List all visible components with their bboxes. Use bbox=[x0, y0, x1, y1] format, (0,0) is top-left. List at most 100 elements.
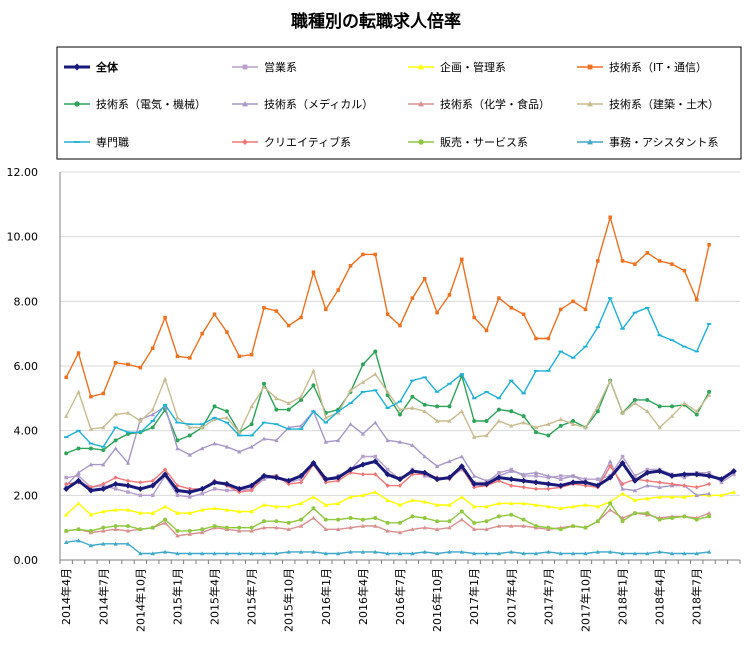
data-point bbox=[410, 405, 415, 410]
legend-label: 技術系（IT・通信） bbox=[609, 61, 707, 74]
data-point bbox=[237, 551, 242, 556]
data-point bbox=[348, 422, 353, 426]
data-point bbox=[373, 349, 378, 354]
x-tick-label: 2018年7月 bbox=[690, 568, 704, 625]
data-point bbox=[336, 288, 340, 292]
data-point bbox=[521, 501, 526, 506]
x-tick-label: 2016年4月 bbox=[356, 568, 370, 625]
data-point bbox=[484, 478, 489, 483]
data-point bbox=[471, 504, 477, 509]
data-point bbox=[595, 409, 600, 414]
data-point bbox=[285, 477, 292, 484]
data-point bbox=[373, 549, 378, 554]
data-point bbox=[212, 441, 217, 446]
data-point bbox=[422, 549, 427, 554]
data-point bbox=[89, 394, 93, 399]
data-point bbox=[533, 369, 539, 372]
data-point bbox=[223, 481, 230, 488]
data-point bbox=[88, 442, 94, 445]
data-point bbox=[286, 400, 291, 405]
data-point bbox=[706, 549, 712, 554]
data-point bbox=[385, 520, 390, 525]
data-point bbox=[520, 477, 527, 484]
data-point bbox=[533, 479, 539, 486]
data-point bbox=[76, 501, 81, 506]
data-point bbox=[571, 418, 576, 423]
data-point bbox=[138, 480, 143, 485]
data-point bbox=[360, 523, 366, 528]
data-point bbox=[360, 390, 366, 393]
y-tick-label: 8.00 bbox=[14, 295, 39, 308]
data-point bbox=[682, 475, 687, 480]
x-tick-label: 2015年4月 bbox=[208, 568, 222, 625]
data-point bbox=[348, 494, 353, 499]
data-point bbox=[607, 297, 613, 299]
data-point bbox=[670, 404, 674, 409]
data-point bbox=[125, 410, 131, 415]
data-point bbox=[113, 475, 118, 480]
data-point bbox=[422, 402, 427, 407]
data-point bbox=[385, 483, 390, 488]
data-point bbox=[150, 425, 155, 430]
data-point bbox=[495, 474, 502, 481]
data-point bbox=[719, 493, 724, 498]
data-point bbox=[459, 517, 465, 522]
legend-marker bbox=[418, 101, 424, 107]
data-point bbox=[237, 509, 242, 514]
data-point bbox=[335, 474, 342, 481]
data-point bbox=[447, 293, 452, 297]
data-point bbox=[484, 504, 489, 509]
series-8 bbox=[63, 297, 712, 448]
data-point bbox=[521, 312, 526, 317]
series-line bbox=[65, 216, 710, 398]
data-point bbox=[422, 515, 427, 520]
data-point bbox=[385, 551, 390, 556]
data-point bbox=[509, 468, 514, 473]
data-point bbox=[471, 527, 477, 532]
data-point bbox=[435, 404, 440, 409]
data-point bbox=[583, 307, 588, 312]
data-point bbox=[534, 524, 538, 529]
data-point bbox=[608, 215, 612, 220]
data-point bbox=[348, 264, 353, 268]
data-point bbox=[175, 438, 180, 443]
legend-item: 技術系（メディカル） bbox=[232, 97, 373, 111]
series-7 bbox=[63, 368, 712, 439]
data-point bbox=[274, 407, 279, 412]
data-point bbox=[497, 296, 501, 300]
data-point bbox=[187, 510, 193, 515]
data-point bbox=[76, 389, 81, 394]
data-point bbox=[360, 472, 366, 477]
data-point bbox=[63, 485, 70, 492]
data-point bbox=[657, 485, 662, 490]
data-point bbox=[199, 446, 205, 451]
data-point bbox=[472, 315, 476, 320]
data-point bbox=[558, 423, 563, 428]
data-point bbox=[126, 490, 130, 494]
data-point bbox=[298, 394, 304, 399]
data-point bbox=[546, 549, 551, 554]
legend-item: 企画・管理系 bbox=[408, 60, 506, 74]
data-point bbox=[546, 473, 551, 478]
data-point bbox=[335, 527, 341, 532]
data-point bbox=[113, 412, 118, 417]
data-point bbox=[274, 423, 279, 426]
data-point bbox=[645, 478, 650, 483]
data-point bbox=[138, 510, 143, 515]
legend-label: 技術系（メディカル） bbox=[264, 97, 373, 111]
data-point bbox=[509, 423, 514, 428]
data-point bbox=[149, 482, 156, 489]
data-point bbox=[298, 549, 304, 554]
data-point bbox=[669, 472, 675, 479]
data-point bbox=[657, 425, 662, 430]
data-point bbox=[101, 481, 106, 487]
data-point bbox=[397, 530, 403, 535]
data-point bbox=[583, 525, 588, 530]
data-point bbox=[175, 446, 180, 451]
gridlines bbox=[60, 171, 740, 496]
data-point bbox=[669, 551, 675, 556]
data-point bbox=[521, 517, 526, 522]
data-point bbox=[681, 471, 688, 478]
data-point bbox=[373, 472, 378, 477]
data-point bbox=[126, 362, 130, 367]
